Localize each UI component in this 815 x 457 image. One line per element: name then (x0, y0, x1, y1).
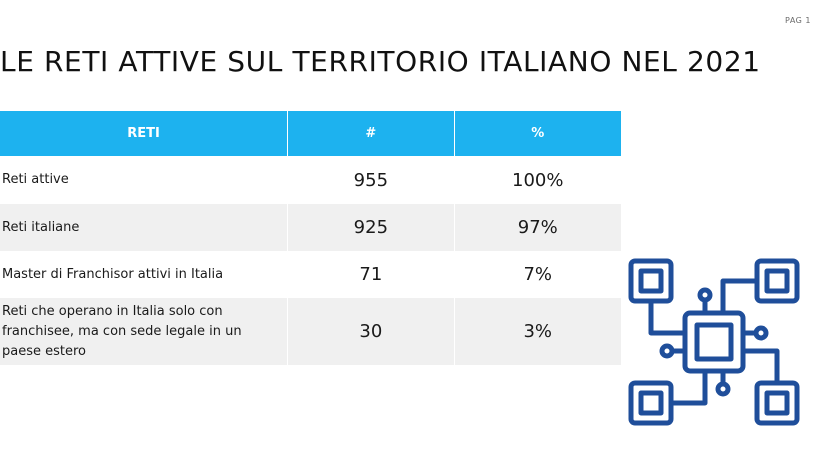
header-reti: RETI (0, 111, 289, 156)
reti-table: RETI # % Reti attive 955 100% Reti itali… (0, 111, 621, 365)
row-percent: 100% (454, 156, 621, 204)
row-label: Reti che operano in Italia solo con fran… (0, 298, 289, 365)
row-label: Master di Franchisor attivi in Italia (0, 251, 289, 298)
page-title: LE RETI ATTIVE SUL TERRITORIO ITALIANO N… (0, 44, 761, 78)
header-count: # (287, 111, 455, 156)
table-row: Reti italiane 925 97% (0, 204, 621, 251)
row-percent: 97% (454, 204, 621, 251)
table-header-row: RETI # % (0, 111, 621, 156)
row-count: 955 (287, 156, 455, 204)
page-number: PAG 1 (785, 16, 811, 25)
row-count: 30 (287, 298, 455, 365)
network-circuit-icon (627, 255, 803, 435)
header-percent: % (454, 111, 621, 156)
table-row: Reti che operano in Italia solo con fran… (0, 298, 621, 365)
row-count: 925 (287, 204, 455, 251)
row-percent: 7% (454, 251, 621, 298)
row-count: 71 (287, 251, 455, 298)
table-row: Master di Franchisor attivi in Italia 71… (0, 251, 621, 298)
table-row: Reti attive 955 100% (0, 156, 621, 204)
row-label: Reti attive (0, 156, 289, 204)
row-label: Reti italiane (0, 204, 289, 251)
row-percent: 3% (454, 298, 621, 365)
